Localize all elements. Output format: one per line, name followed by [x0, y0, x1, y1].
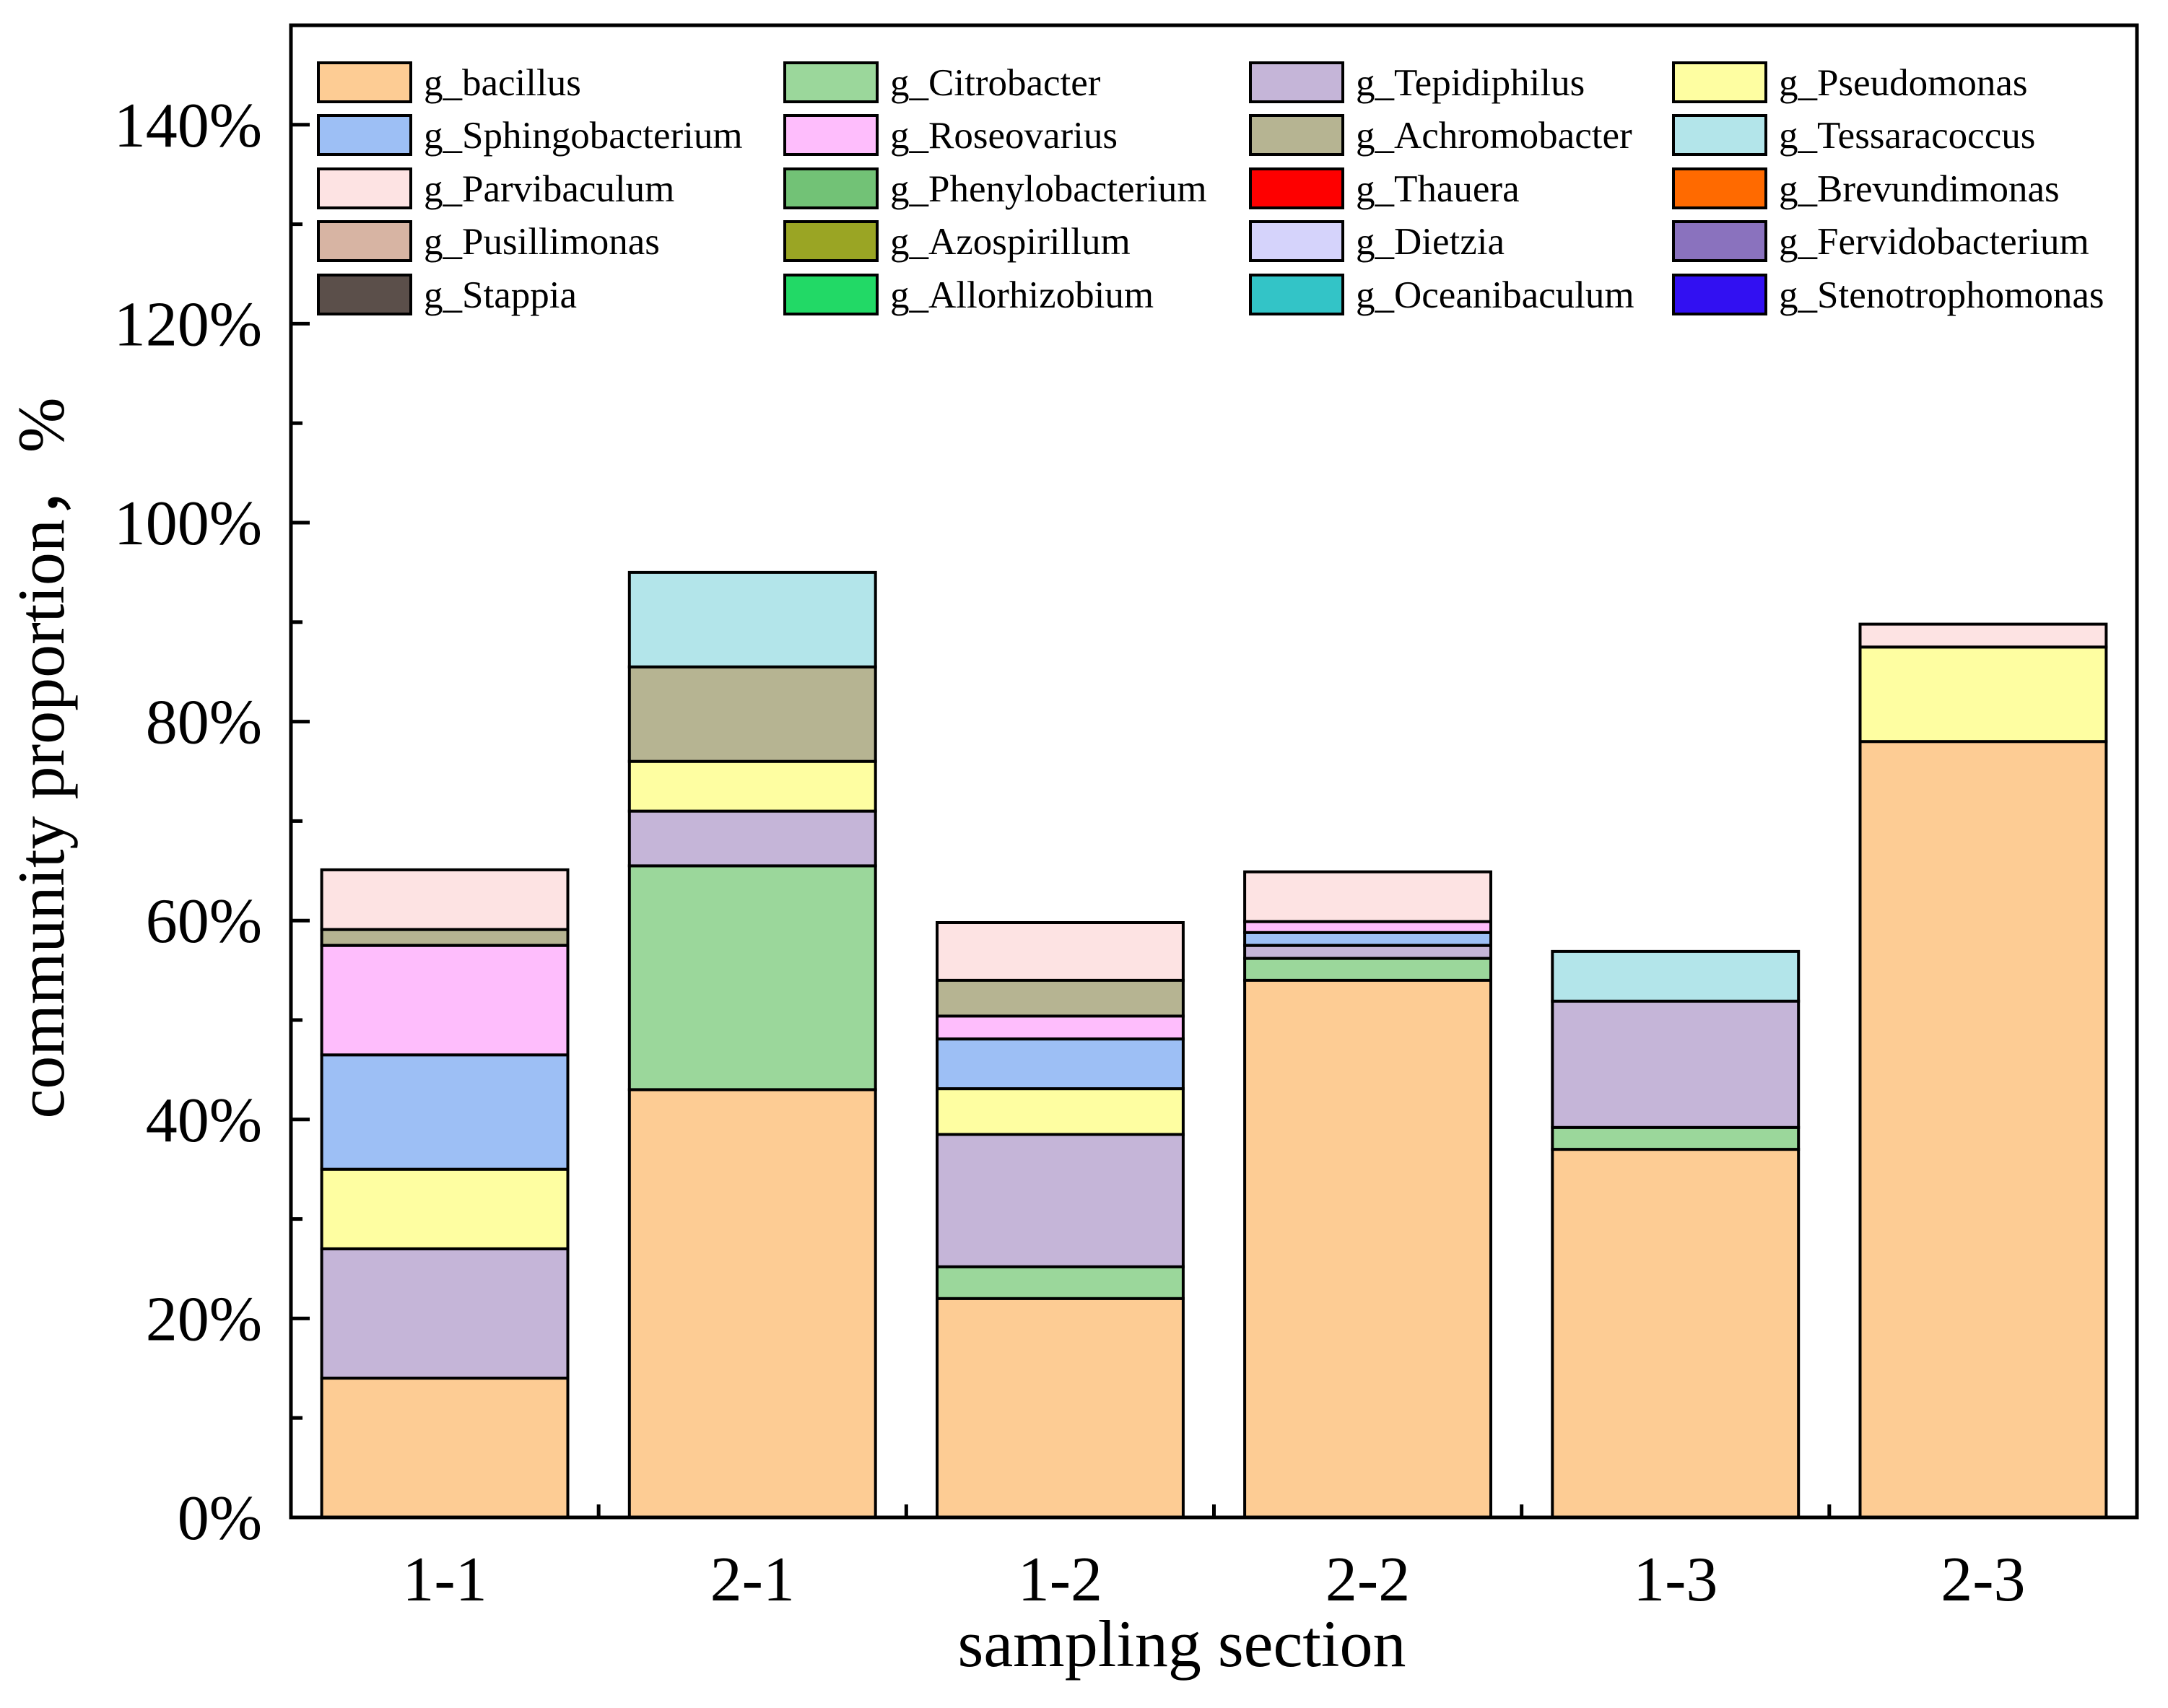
bar-segment: [1551, 1148, 1801, 1519]
bar-segment: [1243, 957, 1492, 982]
legend-swatch: [783, 274, 879, 315]
x-tick-label: 2-3: [1941, 1545, 2025, 1615]
legend-label: g_Phenylobacterium: [890, 168, 1207, 210]
bar-segment: [627, 665, 877, 763]
bar-segment: [1243, 920, 1492, 934]
bar-segment: [320, 1167, 570, 1250]
y-axis-label: community proportion，%: [4, 397, 78, 1118]
y-tick-label: 40%: [146, 1086, 262, 1156]
bar-segment: [320, 928, 570, 947]
x-tick-label: 2-2: [1325, 1545, 1410, 1615]
bar-segment: [936, 978, 1185, 1018]
legend-swatch: [783, 114, 879, 156]
x-tick-label: 1-3: [1633, 1545, 1718, 1615]
legend-swatch: [783, 167, 879, 209]
legend-label: g_Allorhizobium: [890, 274, 1154, 316]
legend-swatch: [1672, 274, 1767, 315]
axes-layer: 0% 20% 40% 60% 80% 100% 120% 140% 1-1 2-1 1-2 2-2 1-…: [114, 23, 2139, 1615]
legend-swatch: [1249, 61, 1344, 103]
bar-segment: [936, 1133, 1185, 1268]
legend-swatch: [317, 274, 412, 315]
bar-segment: [320, 1247, 570, 1380]
bar-segment: [936, 1265, 1185, 1300]
bar-segment: [1243, 870, 1492, 923]
bar-segment: [936, 1087, 1185, 1136]
legend-label: g_Brevundimonas: [1779, 168, 2060, 210]
bar-segment: [627, 864, 877, 1092]
legend-swatch: [783, 61, 879, 103]
x-axis-label: sampling section: [958, 1607, 1406, 1681]
bar-segment: [936, 1014, 1185, 1041]
legend: g_bacillus g_Citrobacter g_Tepidiphilus g_P…: [317, 61, 2104, 316]
bar-segment: [627, 1088, 877, 1519]
bar-segment: [627, 759, 877, 813]
legend-swatch: [1249, 167, 1344, 209]
bar-segment: [627, 809, 877, 868]
bar-segment: [320, 1377, 570, 1519]
legend-label: g_Parvibaculum: [424, 168, 674, 210]
bar-segment: [1243, 978, 1492, 1519]
legend-swatch: [317, 167, 412, 209]
legend-swatch: [1672, 114, 1767, 156]
bar-segment: [1858, 622, 2108, 649]
x-tick-label: 1-2: [1018, 1545, 1102, 1615]
y-tick-label: 80%: [146, 688, 262, 758]
bar-segment: [936, 1297, 1185, 1520]
legend-label: g_Azospirillum: [890, 221, 1131, 263]
x-tick-label: 2-1: [710, 1545, 795, 1615]
bar-segment: [1243, 931, 1492, 947]
legend-label: g_Roseovarius: [890, 115, 1118, 157]
legend-label: g_Thauera: [1356, 168, 1520, 210]
legend-swatch: [317, 61, 412, 103]
legend-label: g_Achromobacter: [1356, 115, 1632, 157]
legend-label: g_Dietzia: [1356, 221, 1505, 263]
legend-label: g_Oceanibaculum: [1356, 274, 1634, 316]
legend-swatch: [783, 220, 879, 262]
bar-segment: [320, 1053, 570, 1171]
legend-label: g_Tepidiphilus: [1356, 62, 1585, 104]
legend-label: g_Pusillimonas: [424, 221, 660, 263]
legend-swatch: [1672, 220, 1767, 262]
y-tick-label: 140%: [114, 91, 262, 161]
legend-swatch: [1249, 114, 1344, 156]
bars-layer: [320, 570, 2108, 1520]
legend-label: g_bacillus: [424, 62, 581, 104]
y-tick-label: 0%: [178, 1483, 262, 1554]
legend-label: g_Stenotrophomonas: [1779, 274, 2104, 316]
bar-segment: [320, 944, 570, 1057]
legend-swatch: [1672, 167, 1767, 209]
y-tick-label: 20%: [146, 1284, 262, 1354]
bar-segment: [1551, 999, 1801, 1129]
legend-label: g_Sphingobacterium: [424, 115, 743, 157]
legend-swatch: [1249, 220, 1344, 262]
legend-swatch: [317, 114, 412, 156]
bar-segment: [1858, 740, 2108, 1519]
bar-segment: [1243, 944, 1492, 960]
legend-swatch: [317, 220, 412, 262]
bar-segment: [627, 570, 877, 668]
y-tick-label: 120%: [114, 289, 262, 360]
bar-segment: [1551, 1125, 1801, 1151]
legend-label: g_Fervidobacterium: [1779, 221, 2089, 263]
legend-label: g_Pseudomonas: [1779, 62, 2028, 104]
legend-swatch: [1672, 61, 1767, 103]
x-tick-label: 1-1: [402, 1545, 487, 1615]
legend-label: g_Tessaracoccus: [1779, 115, 2035, 157]
bar-segment: [936, 921, 1185, 982]
bar-segment: [1858, 645, 2108, 744]
legend-swatch: [1249, 274, 1344, 315]
legend-label: g_Citrobacter: [890, 62, 1101, 104]
y-tick-label: 100%: [114, 489, 262, 559]
legend-label: g_Stappia: [424, 274, 577, 316]
bar-segment: [936, 1037, 1185, 1091]
bar-segment: [320, 868, 570, 931]
bar-segment: [1551, 949, 1801, 1003]
y-tick-label: 60%: [146, 886, 262, 957]
